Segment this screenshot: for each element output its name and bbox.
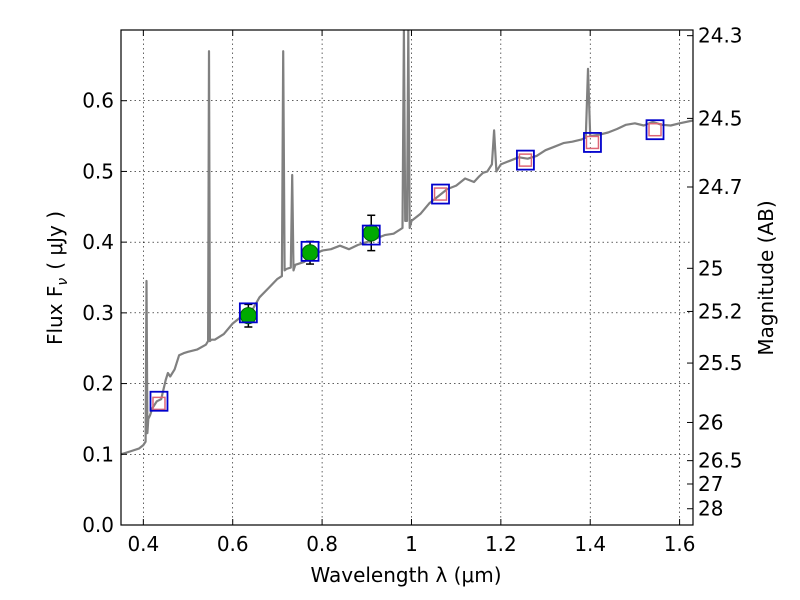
x-tick-label: 1.6 [664,532,696,556]
plot-frame [120,29,694,526]
model-point [645,119,665,141]
y-axis-label-main: Flux F [43,286,67,345]
y-tick-label: 0.2 [82,372,114,396]
y-tick-label: 0.6 [82,89,114,113]
x-tick-label: 0.4 [127,532,159,556]
y-tick-label: 0.1 [82,442,114,466]
y-tick-label: 0.5 [82,159,114,183]
grid [121,30,693,526]
mag-tick-label: 26.5 [698,449,743,473]
spectrum-line [121,30,693,456]
mag-tick-label: 24.5 [698,106,743,130]
model-point [583,132,602,153]
observed-point [362,224,380,242]
y-axis-label-unit: ( μJy ) [43,211,67,270]
y-axis-label-sub: ν [55,278,71,286]
model-point [300,240,320,262]
tick-marks [121,30,693,526]
y-axis-label: Flux Fν ( μJy ) [43,211,71,345]
x-axis-label: Wavelength λ (μm) [310,563,501,587]
mag-tick-label: 25 [698,256,723,280]
mag-tick-label: 26 [698,410,723,434]
model-point [238,302,258,324]
x-tick-label: 1 [405,532,418,556]
y-tick-label: 0.0 [82,513,114,537]
mag-tick-label: 24.3 [698,24,743,48]
predicted-point [585,135,600,150]
x-tick-label: 1.2 [485,532,517,556]
x-tick-label: 0.6 [217,532,249,556]
predicted-point [152,396,166,411]
marker-layer [149,119,665,412]
mag-tick-label: 25.2 [698,299,743,323]
predicted-point [433,187,448,201]
model-point [431,183,450,205]
mag-tick-label: 24.7 [698,175,743,199]
mag-tick-label: 27 [698,472,723,496]
y-tick-label: 0.3 [82,301,114,325]
observed-point [239,307,257,325]
x-tick-label: 0.8 [306,532,338,556]
observed-point [301,244,319,262]
mag-tick-label: 28 [698,497,723,521]
y-tick-label: 0.4 [82,230,114,254]
predicted-point [518,153,533,167]
model-point [516,149,535,171]
model-point [361,224,381,246]
predicted-point [648,122,662,137]
model-point [149,390,169,412]
x-tick-label: 1.4 [574,532,606,556]
mag-tick-label: 25.5 [698,351,743,375]
tick-labels: 0.4 0.6 0.8 1 1.2 1.4 1.6 0.0 0.1 0.2 0.3 0.4 0.5 0.6… [82,24,742,556]
y2-axis-label: Magnitude (AB) [754,200,778,355]
spectrum-layer [121,30,693,456]
